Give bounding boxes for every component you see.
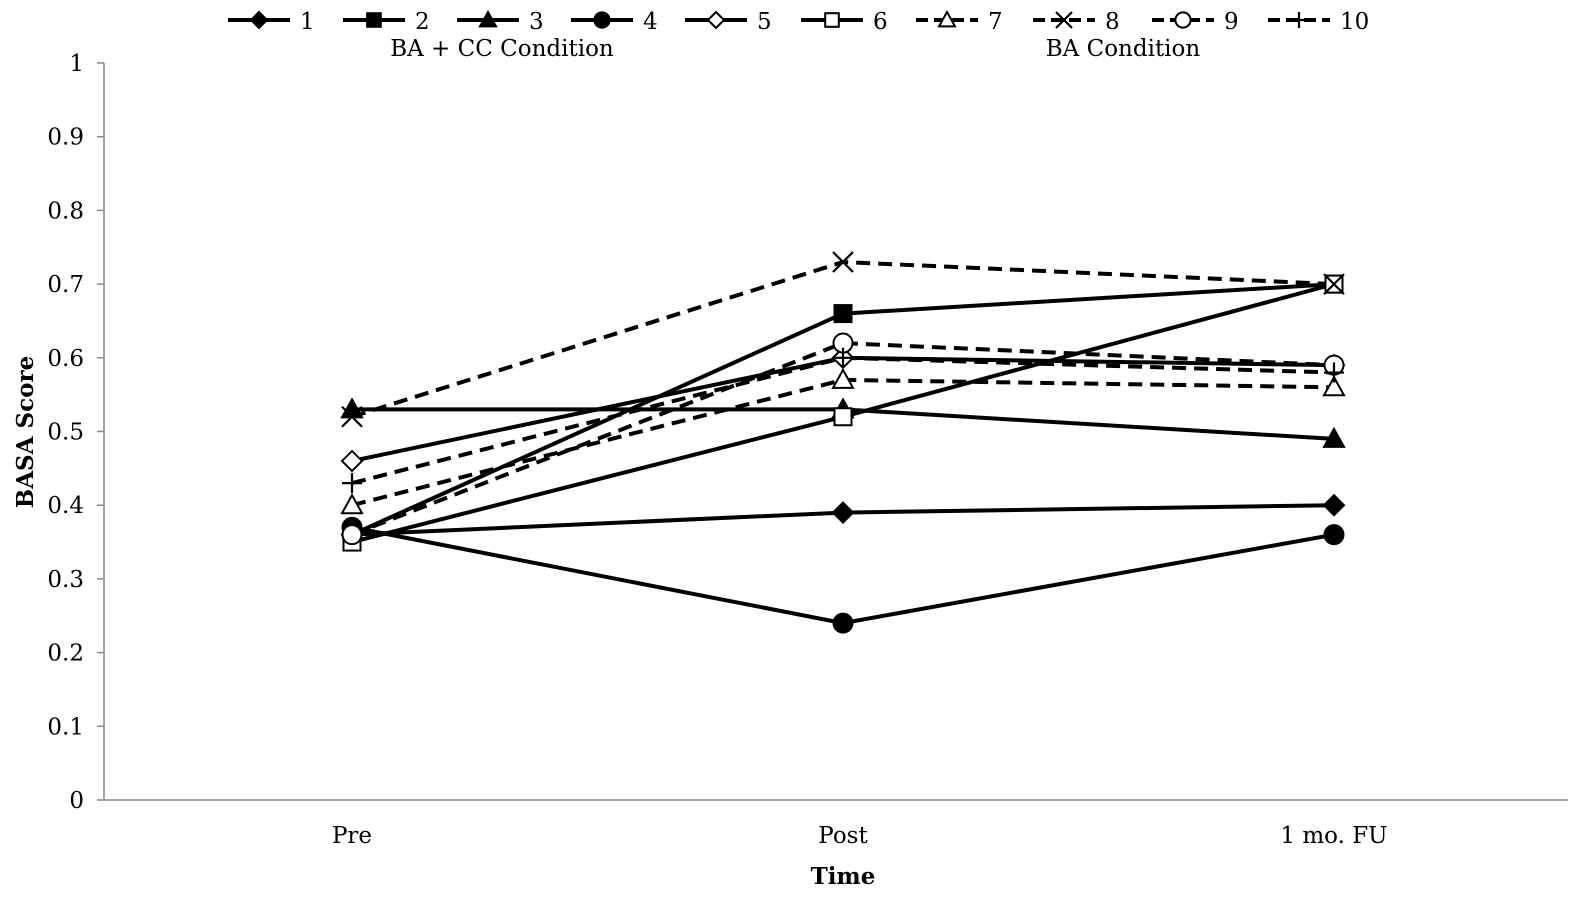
y-tick-label: 0.7: [47, 272, 84, 298]
legend-swatch-marker: [824, 12, 840, 28]
legend-label: 5: [757, 9, 772, 35]
y-axis-title: BASA Score: [12, 356, 39, 508]
y-tick-label: 0.6: [47, 346, 84, 372]
y-tick-label: 0.2: [47, 641, 84, 667]
data-point-series-7-1-mo-fu: [1322, 375, 1346, 397]
legend-swatch-marker: [1291, 12, 1307, 28]
y-tick-label: 0: [69, 788, 84, 814]
legend: 1 2 3 4 5 6 7 8 9 10: [228, 9, 1369, 35]
data-point-series-10-pre: [342, 473, 362, 494]
legend-item-4: 4: [571, 9, 658, 35]
y-tick-label: 0.3: [47, 567, 84, 593]
data-point-series-6-post: [833, 407, 853, 427]
legend-swatch-marker: [593, 11, 611, 29]
legend-item-10: 10: [1268, 9, 1369, 35]
condition-labels: BA + CC Condition BA Condition: [390, 36, 1200, 62]
legend-item-5: 5: [685, 9, 772, 35]
legend-swatch-marker: [249, 10, 269, 30]
data-point-series-8-1-mo-fu: [1323, 273, 1345, 295]
legend-swatch-marker: [366, 12, 382, 28]
legend-label: 1: [300, 9, 315, 35]
legend-swatch-marker: [1055, 11, 1073, 29]
x-ticks: Pre Post 1 mo. FU: [332, 823, 1388, 849]
legend-label: 4: [643, 9, 658, 35]
legend-swatch-marker: [478, 9, 498, 28]
x-tick-label: 1 mo. FU: [1280, 823, 1387, 849]
data-point-series-1-post: [831, 501, 855, 524]
y-tick-label: 0.8: [47, 198, 84, 224]
group-label-ba-cc: BA + CC Condition: [390, 36, 614, 62]
data-point-series-4-post: [832, 612, 854, 634]
data-point-series-10-1-mo-fu: [1324, 362, 1344, 383]
legend-item-8: 8: [1033, 9, 1120, 35]
legend-swatch-marker: [706, 10, 726, 30]
legend-label: 6: [873, 9, 888, 35]
x-tick-label: Pre: [332, 823, 372, 849]
axes: [103, 63, 1568, 801]
data-point-series-2-post: [833, 304, 853, 324]
data-point-series-1-1-mo-fu: [1322, 493, 1346, 517]
data-point-series-7-pre: [340, 493, 364, 515]
legend-item-3: 3: [457, 9, 544, 35]
legend-swatch-marker: [1174, 11, 1192, 29]
legend-label: 10: [1340, 9, 1369, 35]
data-point-series-9-pre: [341, 524, 363, 546]
legend-item-1: 1: [228, 9, 315, 35]
y-ticks: 0 0.1 0.2 0.3 0.4 0.5 0.6 0.7 0.8 0.9 1: [47, 51, 104, 814]
data-point-series-8-post: [832, 251, 854, 273]
legend-label: 7: [988, 9, 1003, 35]
x-tick-label: Post: [818, 823, 868, 849]
group-label-ba: BA Condition: [1046, 36, 1201, 62]
data-point-series-4-1-mo-fu: [1323, 524, 1345, 546]
legend-swatch-marker: [937, 9, 957, 28]
series-markers: [340, 251, 1346, 634]
data-point-series-8-pre: [341, 405, 363, 428]
y-tick-label: 0.1: [47, 714, 84, 740]
legend-label: 9: [1224, 9, 1239, 35]
data-point-series-7-post: [831, 367, 855, 389]
y-tick-label: 1: [69, 51, 84, 77]
y-tick-label: 0.9: [47, 125, 84, 151]
series-line-4: [351, 525, 1335, 626]
y-tick-label: 0.5: [47, 420, 84, 446]
legend-item-7: 7: [916, 9, 1003, 35]
data-point-series-10-post: [833, 347, 853, 368]
legend-item-2: 2: [343, 9, 430, 35]
legend-item-9: 9: [1152, 9, 1239, 35]
legend-label: 3: [529, 9, 544, 35]
x-axis-title: Time: [811, 863, 876, 890]
data-point-series-3-1-mo-fu: [1322, 426, 1346, 448]
legend-item-6: 6: [801, 9, 888, 35]
data-point-series-5-pre: [340, 449, 364, 473]
legend-label: 8: [1105, 9, 1120, 35]
legend-label: 2: [415, 9, 430, 35]
y-tick-label: 0.4: [47, 493, 84, 519]
